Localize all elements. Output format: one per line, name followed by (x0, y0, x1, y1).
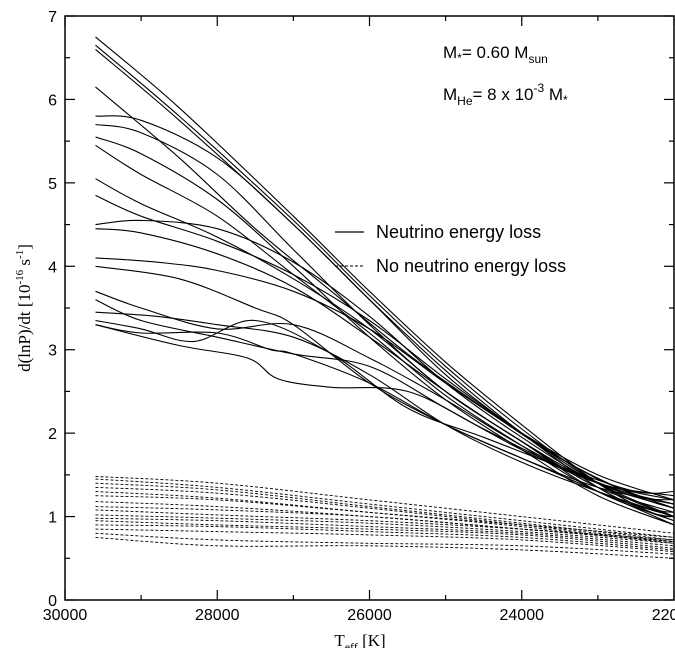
no-neutrino-curve-11 (95, 520, 675, 549)
y-tick-label-4: 4 (48, 259, 57, 276)
no-neutrino-curve-13 (95, 528, 675, 553)
neutrino-curve-4 (95, 115, 675, 518)
neutrino-curve-18 (95, 265, 675, 526)
x-tick-label-28000: 28000 (195, 607, 240, 624)
no-neutrino-curve-9 (95, 514, 675, 544)
neutrino-curve-9 (95, 194, 675, 509)
neutrino-curve-0 (95, 36, 675, 518)
neutrino-curve-14 (95, 299, 675, 501)
legend-label-no-neutrino: No neutrino energy loss (376, 256, 566, 276)
no-neutrino-curve-12 (95, 524, 675, 551)
neutrino-curve-16 (95, 324, 675, 505)
neutrino-curve-10 (95, 219, 675, 509)
no-neutrino-curve-10 (95, 517, 675, 547)
neutrino-curve-1 (95, 44, 675, 513)
no-neutrino-curve-5 (95, 495, 675, 538)
x-tick-label-30000: 30000 (43, 607, 88, 624)
legend: Neutrino energy loss No neutrino energy … (335, 222, 566, 276)
y-tick-label-6: 6 (48, 92, 57, 109)
y-tick-label-7: 7 (48, 9, 57, 26)
no-neutrino-curve-2 (95, 482, 675, 541)
no-neutrino-curve-6 (95, 501, 675, 543)
y-tick-label-0: 0 (48, 593, 57, 610)
no-neutrino-curve-1 (95, 478, 675, 538)
axis-ticks: 30000 28000 26000 24000 22000 0 1 2 3 4 5 6 7 (43, 9, 675, 624)
legend-label-neutrino: Neutrino energy loss (376, 222, 541, 242)
y-tick-label-3: 3 (48, 343, 57, 360)
no-neutrino-curve-7 (95, 506, 675, 543)
neutrino-curve-3 (95, 86, 675, 509)
y-tick-label-5: 5 (48, 176, 57, 193)
mass-annotation: M*= 0.60 Msun (443, 43, 548, 66)
neutrino-curve-17 (95, 324, 675, 501)
neutrino-curve-12 (95, 257, 675, 501)
no-neutrino-curve-15 (95, 536, 675, 559)
x-tick-label-24000: 24000 (500, 607, 545, 624)
x-tick-label-26000: 26000 (347, 607, 392, 624)
neutrino-curve-7 (95, 144, 675, 518)
no-neutrino-curve-3 (95, 486, 675, 543)
no-neutrino-curve-14 (95, 532, 675, 555)
no-neutrino-curve-8 (95, 509, 675, 541)
x-axis-title: Teff [K] (334, 631, 385, 648)
no-neutrino-curve-0 (95, 476, 675, 534)
y-tick-label-2: 2 (48, 426, 57, 443)
plot-lines (95, 36, 675, 559)
y-axis-title: d(lnP)/dt [10-16 s-1] (14, 244, 34, 372)
neutrino-curve-5 (95, 123, 675, 522)
helium-mass-annotation: MHe= 8 x 10-3 M* (443, 81, 568, 108)
x-tick-label-22000: 22000 (652, 607, 675, 624)
neutrino-curve-19 (95, 311, 675, 518)
y-tick-label-1: 1 (48, 510, 57, 527)
